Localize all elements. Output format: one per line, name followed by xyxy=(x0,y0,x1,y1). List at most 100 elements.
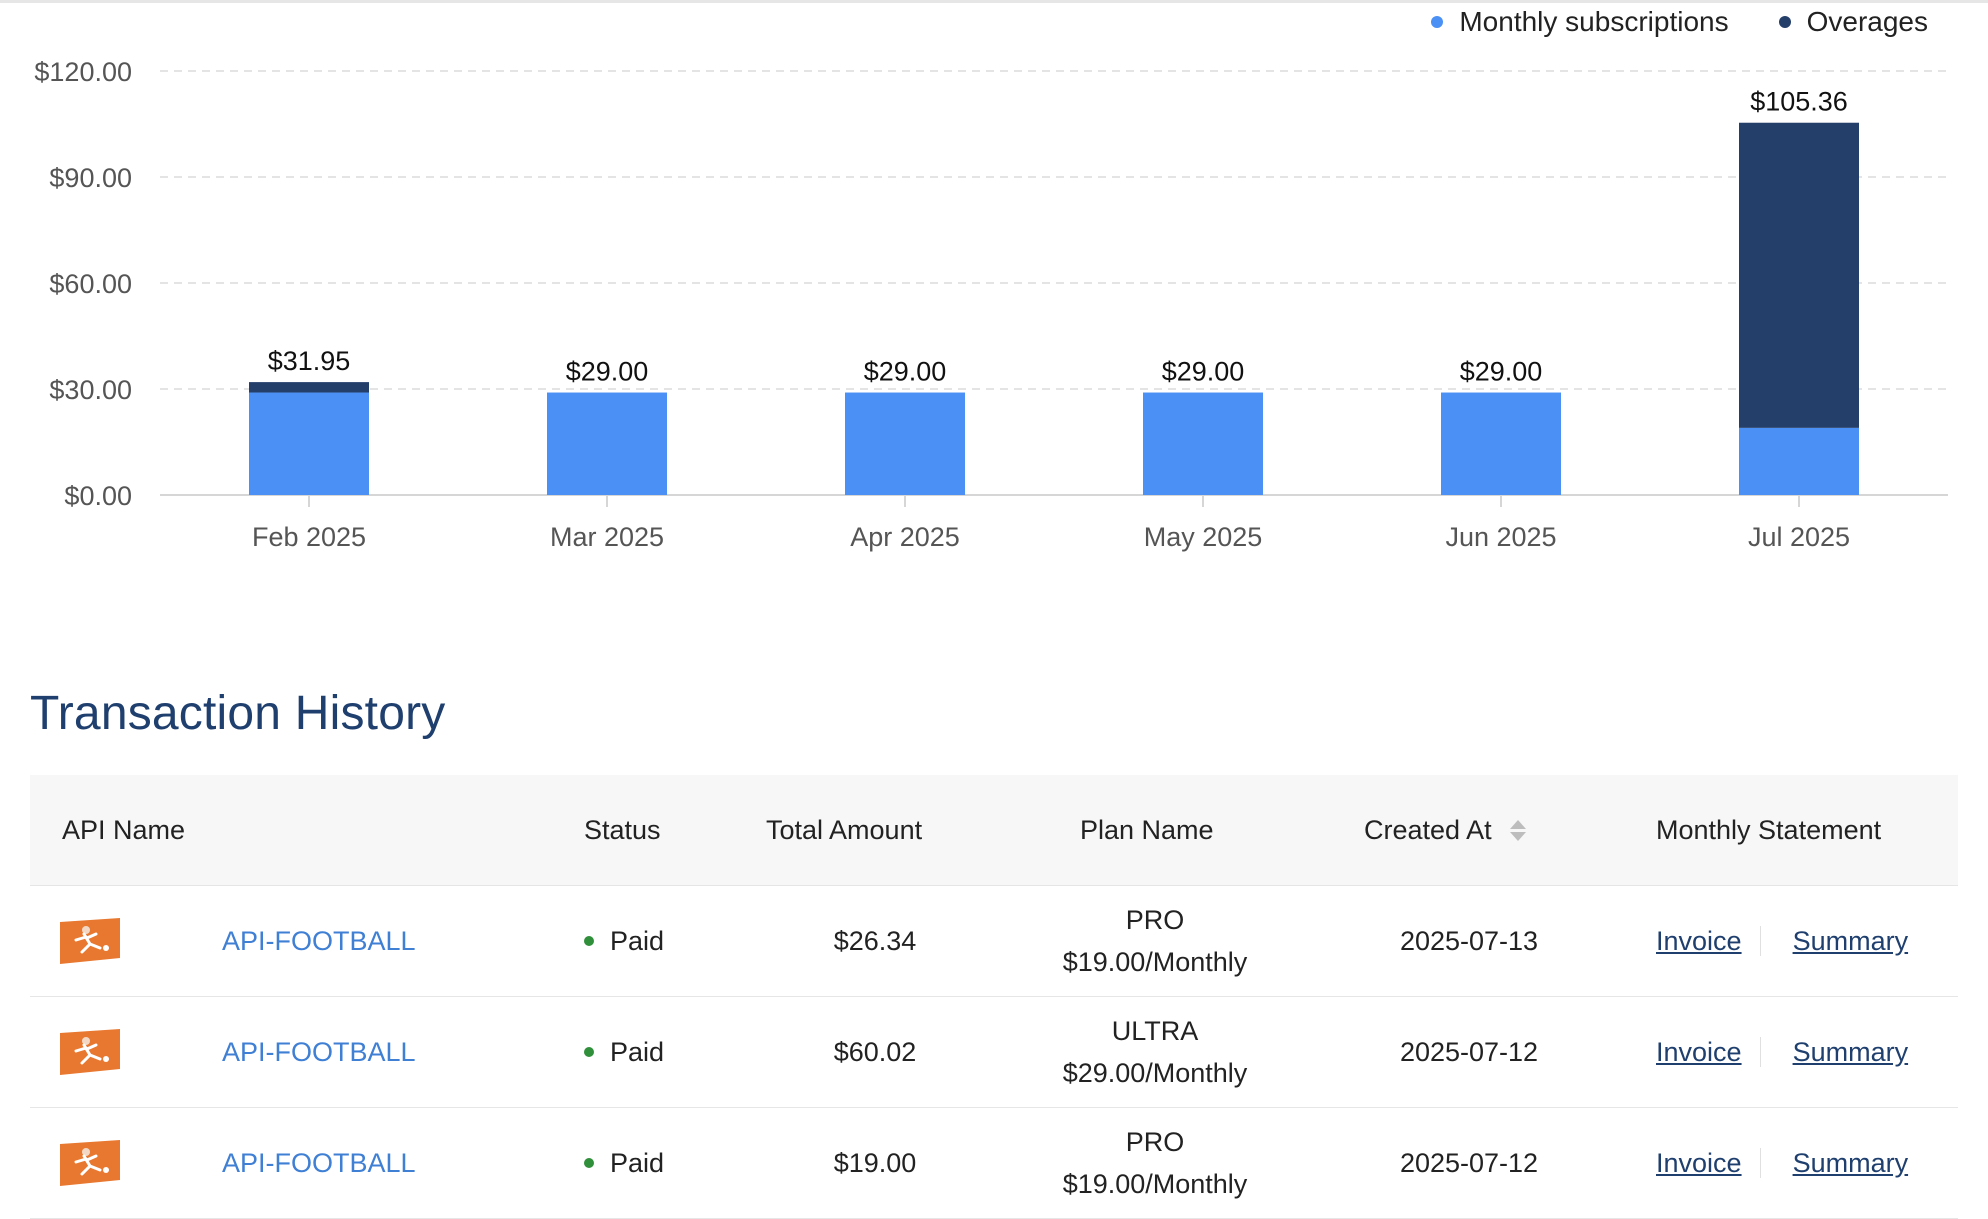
api-name-link[interactable]: API-FOOTBALL xyxy=(222,1036,416,1067)
link-separator xyxy=(1759,926,1761,956)
table-row: API-FOOTBALL Paid $60.02 ULTRA $29.00/Mo… xyxy=(30,997,1958,1108)
football-player-thumbnail-icon xyxy=(60,1029,120,1075)
billing-chart-svg: $0.00 $30.00 $60.00 $90.00 $120.00 $31.95 Feb … xyxy=(34,57,1948,552)
transaction-table: API Name Status Total Amount Plan Name C… xyxy=(30,775,1958,1219)
plan-name-text: ULTRA xyxy=(1111,1016,1199,1046)
link-separator xyxy=(1759,1037,1761,1067)
status-text: Paid xyxy=(610,925,665,956)
plan-price-text: $19.00/Monthly xyxy=(1062,1169,1248,1199)
invoice-link[interactable]: Invoice xyxy=(1656,925,1742,956)
y-tick-label: $30.00 xyxy=(49,375,132,405)
sort-arrows-icon[interactable] xyxy=(1509,819,1526,841)
y-tick-label: $90.00 xyxy=(49,163,132,193)
plan-name-text: PRO xyxy=(1125,1127,1185,1157)
summary-link[interactable]: Summary xyxy=(1792,925,1909,956)
statement-cell: Invoice Summary xyxy=(1656,997,1908,1107)
x-tick-label: May 2025 xyxy=(1144,522,1263,552)
amount-text: $26.34 xyxy=(833,925,917,956)
y-tick-label: $120.00 xyxy=(34,57,132,87)
plan-price-text: $29.00/Monthly xyxy=(1062,1058,1248,1088)
api-name-cell: API-FOOTBALL xyxy=(222,1108,416,1218)
plan-cell: PRO $19.00/Monthly xyxy=(1030,886,1280,996)
created-at-text: 2025-07-12 xyxy=(1399,1147,1539,1178)
y-tick-label: $0.00 xyxy=(64,481,132,511)
api-thumbnail xyxy=(60,886,120,996)
legend-dot-icon xyxy=(1431,16,1444,28)
y-tick-label: $60.00 xyxy=(49,269,132,299)
bar-segment-subscription[interactable] xyxy=(1739,427,1859,495)
created-at-text: 2025-07-13 xyxy=(1399,925,1539,956)
col-monthly-statement: Monthly Statement xyxy=(1656,815,1882,845)
transaction-history-title: Transaction History xyxy=(30,687,446,740)
created-at-cell: 2025-07-12 xyxy=(1354,1108,1584,1218)
summary-link[interactable]: Summary xyxy=(1792,1147,1909,1178)
legend-label: Monthly subscriptions xyxy=(1459,6,1729,37)
table-header: API Name Status Total Amount Plan Name C… xyxy=(30,775,1958,886)
bar-segment-overage[interactable] xyxy=(1739,122,1859,428)
legend-dot-icon xyxy=(1778,16,1791,28)
bar-total-label: $105.36 xyxy=(1750,87,1848,117)
x-tick-label: Mar 2025 xyxy=(550,522,664,552)
col-created-at-label: Created At xyxy=(1364,815,1492,845)
billing-chart: $0.00 $30.00 $60.00 $90.00 $120.00 $31.95 Feb … xyxy=(0,0,1988,600)
statement-cell: Invoice Summary xyxy=(1656,1108,1908,1218)
bar-total-label: $31.95 xyxy=(268,346,351,376)
x-tick-label: Jun 2025 xyxy=(1445,522,1556,552)
bar-total-label: $29.00 xyxy=(566,357,649,387)
api-name-cell: API-FOOTBALL xyxy=(222,886,416,996)
legend-label: Overages xyxy=(1806,6,1928,37)
table-row: API-FOOTBALL Paid $19.00 PRO $19.00/Mont… xyxy=(30,1108,1958,1219)
chart-legend: Monthly subscriptions Overages xyxy=(1431,6,1928,38)
status-cell: Paid xyxy=(584,997,664,1107)
api-name-link[interactable]: API-FOOTBALL xyxy=(222,925,416,956)
table-row: API-FOOTBALL Paid $26.34 PRO $19.00/Mont… xyxy=(30,886,1958,997)
invoice-link[interactable]: Invoice xyxy=(1656,1036,1742,1067)
api-name-link[interactable]: API-FOOTBALL xyxy=(222,1147,416,1178)
bar-total-label: $29.00 xyxy=(1162,357,1245,387)
status-dot-icon xyxy=(584,1047,594,1057)
created-at-text: 2025-07-12 xyxy=(1399,1036,1539,1067)
api-thumbnail xyxy=(60,1108,120,1218)
summary-link[interactable]: Summary xyxy=(1792,1036,1909,1067)
api-thumbnail xyxy=(60,997,120,1107)
plan-cell: ULTRA $29.00/Monthly xyxy=(1030,997,1280,1107)
amount-text: $60.02 xyxy=(833,1036,917,1067)
bar-total-label: $29.00 xyxy=(1460,357,1543,387)
top-divider xyxy=(0,0,1988,3)
invoice-link[interactable]: Invoice xyxy=(1656,1147,1742,1178)
col-created-at[interactable]: Created At xyxy=(1364,775,1526,885)
status-cell: Paid xyxy=(584,886,664,996)
legend-item-monthly-subscriptions[interactable]: Monthly subscriptions xyxy=(1431,6,1729,38)
bar-segment-subscription[interactable] xyxy=(1143,392,1263,495)
col-total-amount: Total Amount xyxy=(766,815,923,845)
bar-segment-subscription[interactable] xyxy=(249,392,369,495)
x-tick-label: Apr 2025 xyxy=(850,522,960,552)
x-tick-label: Jul 2025 xyxy=(1748,522,1850,552)
bar-segment-subscription[interactable] xyxy=(845,392,965,495)
col-status: Status xyxy=(584,815,661,845)
x-tick-label: Feb 2025 xyxy=(252,522,366,552)
plan-name-text: PRO xyxy=(1125,905,1185,935)
status-dot-icon xyxy=(584,936,594,946)
plan-cell: PRO $19.00/Monthly xyxy=(1030,1108,1280,1218)
amount-cell: $60.02 xyxy=(766,997,984,1107)
bar-segment-overage[interactable] xyxy=(249,382,369,393)
statement-cell: Invoice Summary xyxy=(1656,886,1908,996)
amount-text: $19.00 xyxy=(833,1147,917,1178)
football-player-thumbnail-icon xyxy=(60,918,120,964)
link-separator xyxy=(1759,1148,1761,1178)
amount-cell: $26.34 xyxy=(766,886,984,996)
api-name-cell: API-FOOTBALL xyxy=(222,997,416,1107)
bar-total-label: $29.00 xyxy=(864,357,947,387)
status-text: Paid xyxy=(610,1147,665,1178)
amount-cell: $19.00 xyxy=(766,1108,984,1218)
created-at-cell: 2025-07-12 xyxy=(1354,997,1584,1107)
football-player-thumbnail-icon xyxy=(60,1140,120,1186)
legend-item-overages[interactable]: Overages xyxy=(1778,6,1928,38)
bar-segment-subscription[interactable] xyxy=(547,392,667,495)
bar-segment-subscription[interactable] xyxy=(1441,392,1561,495)
status-dot-icon xyxy=(584,1158,594,1168)
created-at-cell: 2025-07-13 xyxy=(1354,886,1584,996)
col-api-name: API Name xyxy=(62,815,186,845)
status-text: Paid xyxy=(610,1036,665,1067)
